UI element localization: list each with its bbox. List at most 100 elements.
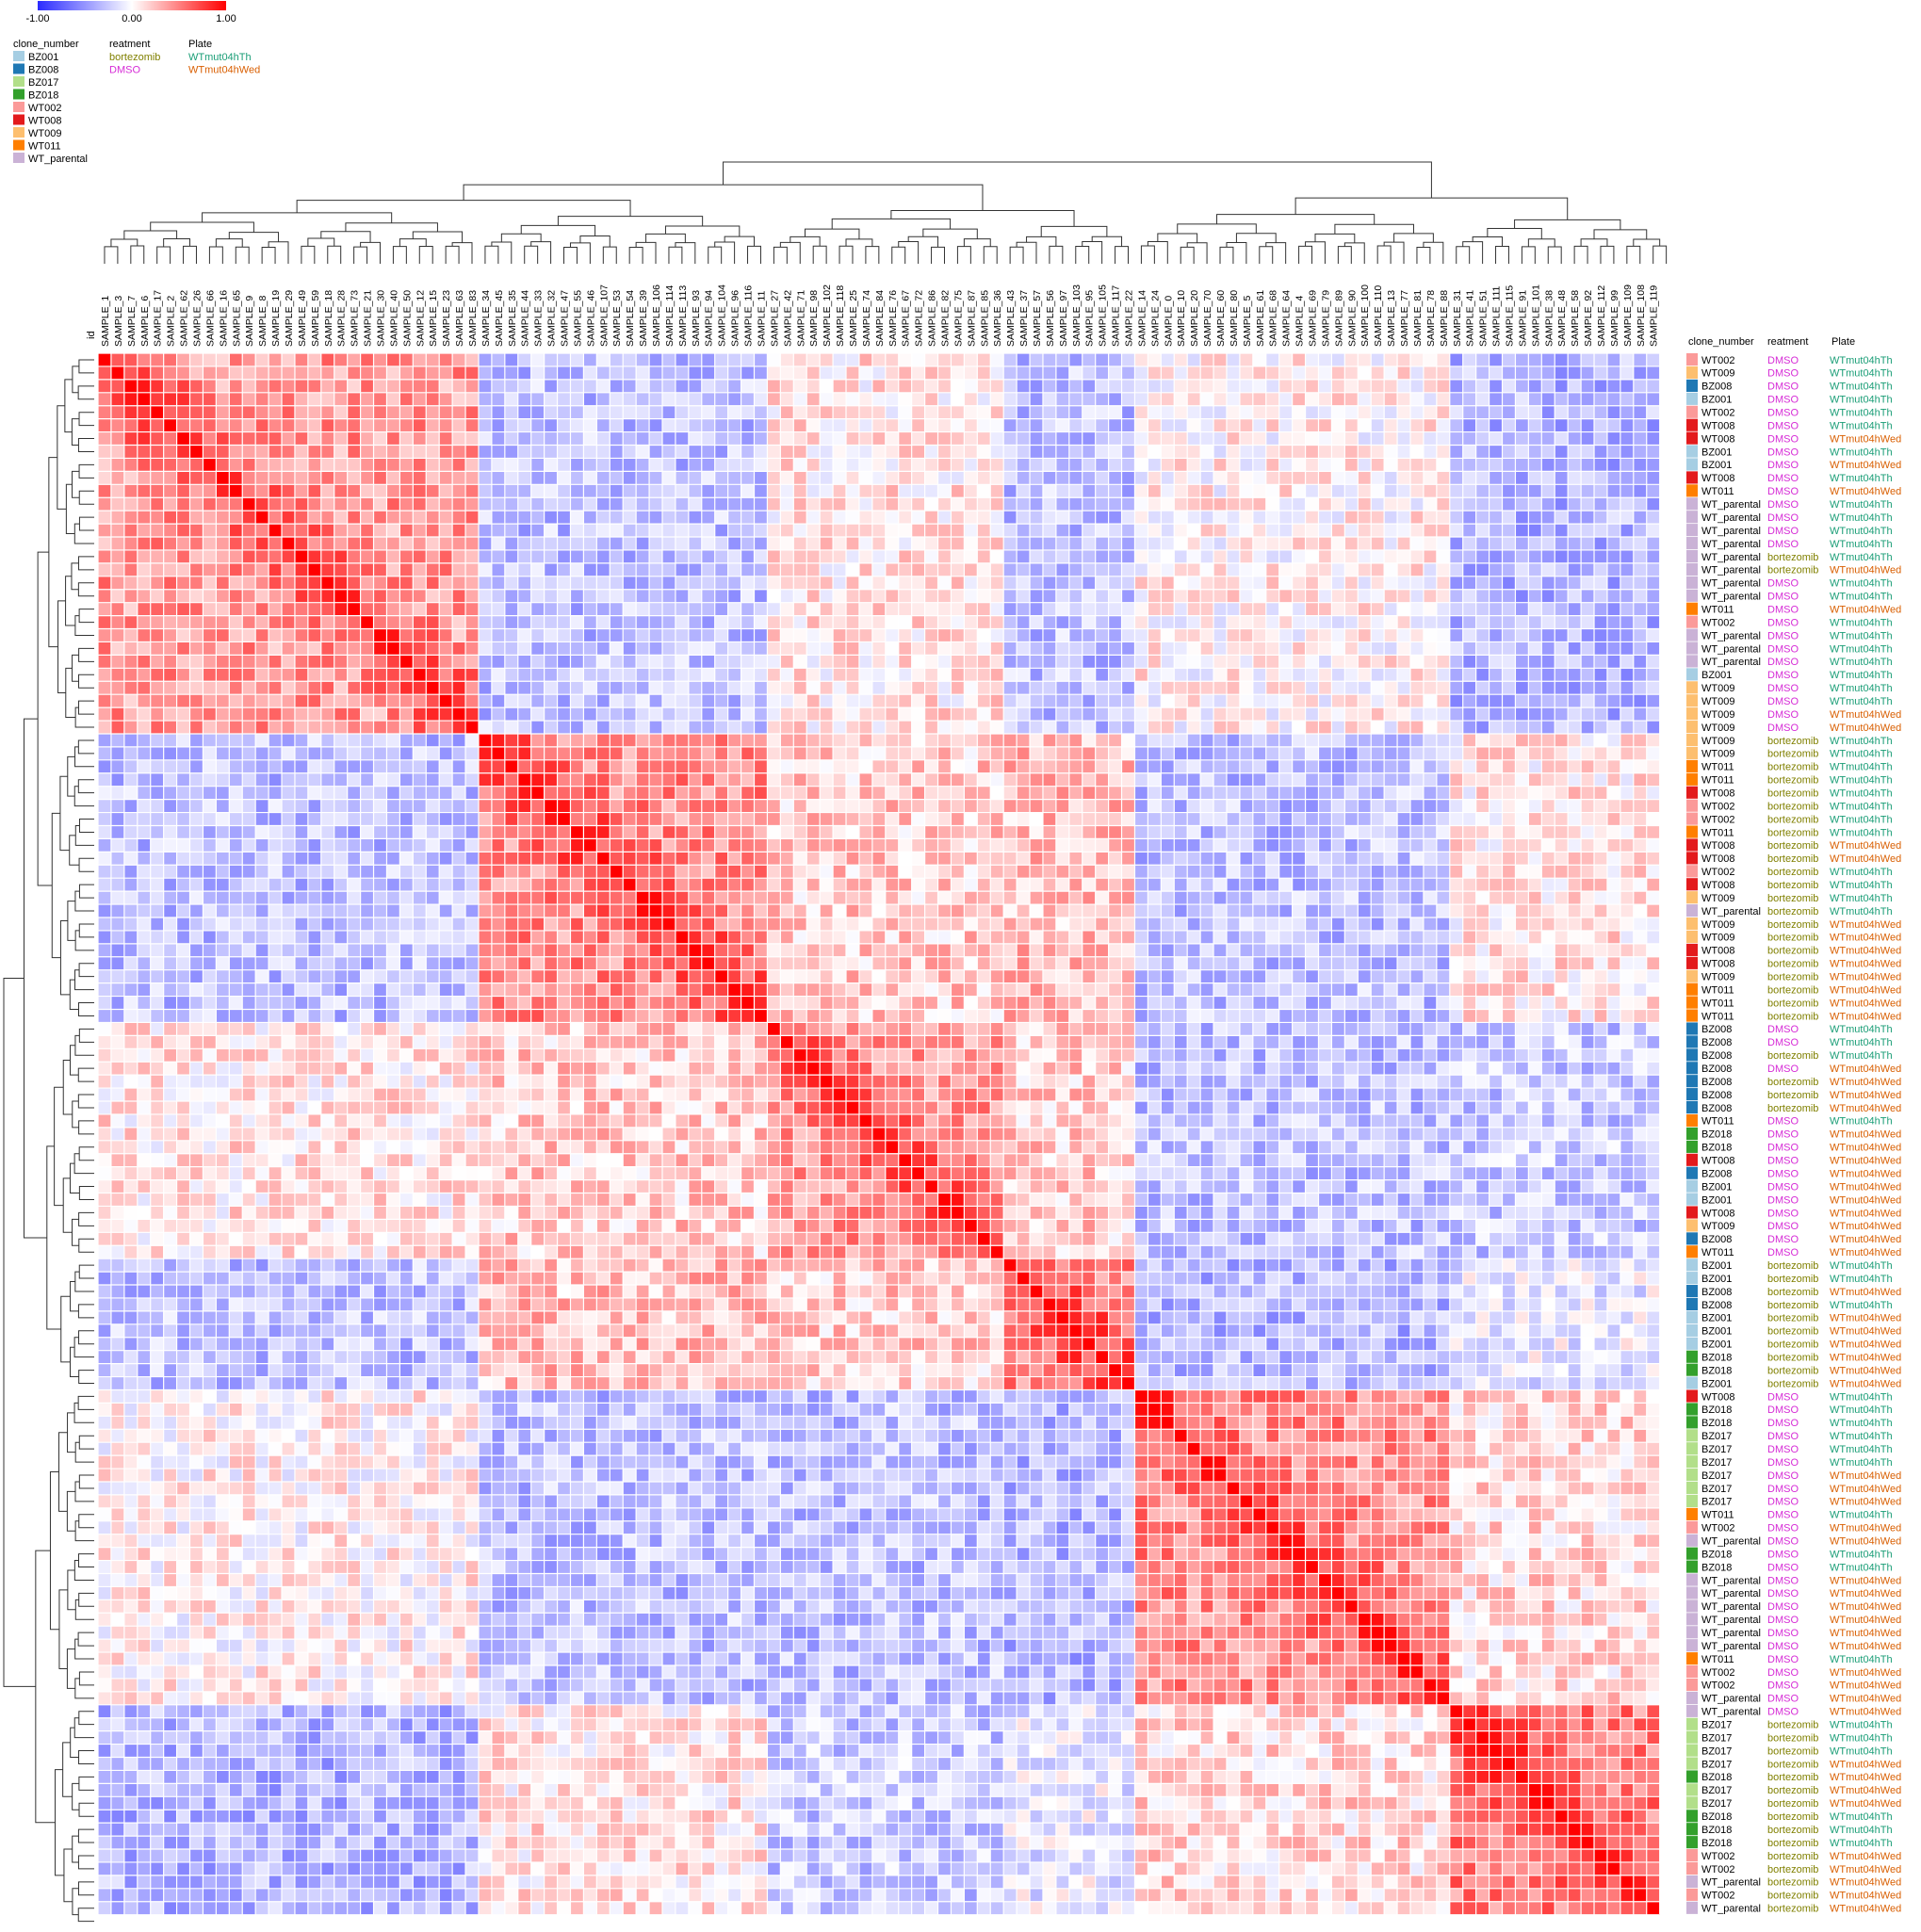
heatmap-cell bbox=[754, 759, 768, 774]
heatmap-cell bbox=[1502, 641, 1516, 656]
heatmap-cell bbox=[1082, 668, 1096, 682]
dendrogram-branch bbox=[74, 746, 94, 768]
heatmap-cell bbox=[1200, 759, 1214, 774]
heatmap-cell bbox=[1358, 721, 1372, 735]
heatmap-cell bbox=[557, 721, 571, 735]
heatmap-cell bbox=[1606, 418, 1621, 432]
heatmap-cell bbox=[1305, 812, 1319, 826]
heatmap-cell bbox=[885, 537, 900, 551]
heatmap-cell bbox=[871, 786, 887, 800]
heatmap-cell bbox=[1187, 562, 1201, 577]
heatmap-cell bbox=[386, 759, 400, 774]
heatmap-cell bbox=[911, 418, 925, 432]
heatmap-cell bbox=[255, 799, 269, 813]
heatmap-cell bbox=[623, 365, 637, 381]
heatmap-cell bbox=[871, 721, 887, 735]
column-label: SAMPLE_112 bbox=[1596, 285, 1607, 347]
heatmap-cell bbox=[1528, 537, 1542, 551]
heatmap-cell bbox=[203, 471, 217, 485]
heatmap-cell bbox=[1017, 524, 1031, 538]
column-label: SAMPLE_27 bbox=[769, 290, 780, 347]
heatmap-cell bbox=[1344, 353, 1359, 367]
heatmap-cell bbox=[1121, 405, 1135, 419]
heatmap-cell bbox=[964, 511, 978, 525]
heatmap-cell bbox=[439, 707, 453, 722]
heatmap-cell bbox=[530, 471, 545, 485]
heatmap-cell bbox=[544, 497, 558, 511]
heatmap-cell bbox=[1423, 589, 1438, 603]
heatmap-cell bbox=[623, 379, 637, 394]
heatmap-cell bbox=[347, 772, 361, 787]
heatmap-cell bbox=[871, 589, 887, 603]
heatmap-cell bbox=[1305, 628, 1319, 642]
heatmap-cell bbox=[846, 431, 860, 446]
heatmap-cell bbox=[596, 549, 610, 564]
heatmap-cell bbox=[1200, 471, 1214, 485]
heatmap-cell bbox=[885, 799, 900, 813]
heatmap-cell bbox=[123, 537, 138, 551]
heatmap-cell bbox=[504, 392, 519, 407]
heatmap-cell bbox=[871, 431, 887, 446]
heatmap-cell bbox=[1318, 681, 1332, 695]
heatmap-cell bbox=[1555, 353, 1569, 367]
heatmap-cell bbox=[701, 838, 716, 852]
heatmap-cell bbox=[1278, 602, 1293, 616]
heatmap-cell bbox=[203, 681, 217, 695]
heatmap-cell bbox=[557, 418, 571, 432]
heatmap-cell bbox=[977, 562, 991, 577]
heatmap-cell bbox=[150, 445, 164, 459]
heatmap-cell bbox=[1278, 365, 1293, 381]
heatmap-cell bbox=[242, 458, 256, 472]
heatmap-cell bbox=[530, 655, 545, 669]
heatmap-cell bbox=[334, 812, 348, 826]
heatmap-cell bbox=[491, 418, 506, 432]
heatmap-cell bbox=[373, 589, 387, 603]
heatmap-cell bbox=[1055, 418, 1070, 432]
heatmap-cell bbox=[714, 655, 728, 669]
heatmap-cell bbox=[517, 641, 531, 656]
heatmap-cell bbox=[846, 628, 860, 642]
heatmap-cell bbox=[1384, 825, 1398, 839]
heatmap-cell bbox=[1528, 772, 1542, 787]
dendrogram-branch bbox=[74, 615, 94, 636]
heatmap-cell bbox=[1371, 655, 1385, 669]
heatmap-cell bbox=[885, 615, 900, 629]
heatmap-cell bbox=[347, 589, 361, 603]
heatmap-cell bbox=[189, 746, 203, 761]
heatmap-cell bbox=[1305, 615, 1319, 629]
heatmap-cell bbox=[1318, 445, 1332, 459]
heatmap-cell bbox=[661, 562, 676, 577]
heatmap-cell bbox=[242, 445, 256, 459]
heatmap-cell bbox=[793, 707, 807, 722]
heatmap-cell bbox=[137, 825, 152, 839]
heatmap-cell bbox=[1239, 484, 1254, 498]
dendrogram-branch bbox=[202, 212, 393, 223]
heatmap-cell bbox=[426, 445, 440, 459]
heatmap-cell bbox=[1620, 576, 1635, 591]
legend-title-treatment: reatment bbox=[109, 39, 150, 50]
heatmap-cell bbox=[623, 497, 637, 511]
heatmap-cell bbox=[1620, 641, 1635, 656]
heatmap-cell bbox=[570, 418, 584, 432]
heatmap-cell bbox=[1541, 576, 1555, 591]
heatmap-cell bbox=[924, 537, 938, 551]
heatmap-cell bbox=[977, 786, 991, 800]
heatmap-cell bbox=[1594, 392, 1608, 407]
heatmap-cell bbox=[1581, 549, 1595, 564]
heatmap-cell bbox=[307, 799, 322, 813]
heatmap-cell bbox=[491, 772, 506, 787]
heatmap-cell bbox=[727, 602, 741, 616]
heatmap-cell bbox=[1252, 353, 1267, 367]
heatmap-cell bbox=[1148, 602, 1162, 616]
heatmap-cell bbox=[123, 549, 138, 564]
heatmap-cell bbox=[820, 562, 834, 577]
heatmap-cell bbox=[216, 786, 230, 800]
heatmap-cell bbox=[282, 497, 296, 511]
heatmap-cell bbox=[373, 668, 387, 682]
heatmap-cell bbox=[1646, 471, 1660, 485]
dendrogram-branch bbox=[72, 1888, 79, 1916]
heatmap-cell bbox=[399, 733, 414, 748]
heatmap-cell bbox=[1344, 589, 1359, 603]
heatmap-cell bbox=[373, 431, 387, 446]
heatmap-cell bbox=[1528, 418, 1542, 432]
